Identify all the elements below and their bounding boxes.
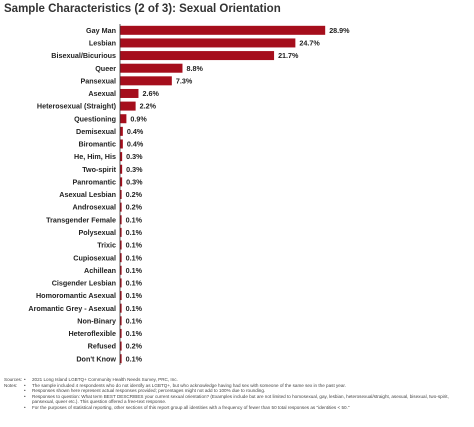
note-item: Responses shown here represent actual re… bbox=[32, 388, 266, 394]
value-label: 0.1% bbox=[126, 241, 143, 250]
category-label: Non-Binary bbox=[77, 316, 116, 325]
value-label: 0.1% bbox=[126, 316, 143, 325]
notes-label: Notes: bbox=[4, 382, 18, 388]
bar bbox=[120, 152, 123, 162]
bar bbox=[120, 240, 122, 250]
value-label: 0.1% bbox=[126, 304, 143, 313]
bar bbox=[120, 202, 122, 212]
value-label: 0.1% bbox=[126, 215, 143, 224]
category-label: Biromantic bbox=[78, 140, 116, 149]
value-label: 0.1% bbox=[126, 228, 143, 237]
bars bbox=[120, 25, 326, 364]
category-label: Queer bbox=[95, 64, 116, 73]
category-label: Cisgender Lesbian bbox=[52, 279, 116, 288]
category-label: Trixic bbox=[97, 241, 116, 250]
bar bbox=[120, 164, 123, 174]
category-label: Heterosexual (Straight) bbox=[37, 102, 117, 111]
bar bbox=[120, 101, 136, 111]
value-label: 0.3% bbox=[126, 165, 143, 174]
bar bbox=[120, 63, 183, 73]
value-label: 0.4% bbox=[127, 140, 144, 149]
chart-title: Sample Characteristics (2 of 3): Sexual … bbox=[4, 3, 281, 15]
bullet: • bbox=[24, 377, 26, 382]
category-label: Refused bbox=[88, 342, 116, 351]
bar bbox=[120, 341, 122, 351]
bar bbox=[120, 76, 172, 86]
value-label: 0.3% bbox=[126, 177, 143, 186]
value-label: 0.2% bbox=[126, 190, 143, 199]
value-label: 7.3% bbox=[176, 76, 193, 85]
bullet: • bbox=[24, 382, 26, 388]
category-label: Heteroflexible bbox=[68, 329, 116, 338]
bar bbox=[120, 328, 122, 338]
bar bbox=[120, 265, 122, 275]
value-label: 24.7% bbox=[299, 39, 320, 48]
bar bbox=[120, 38, 296, 48]
note-item: For the purposes of statistical reportin… bbox=[32, 404, 350, 410]
category-label: Androsexual bbox=[72, 203, 116, 212]
bar-chart: Gay Man Lesbian Bisexual/Bicurious Queer Pan… bbox=[28, 24, 351, 366]
value-label: 0.1% bbox=[126, 266, 143, 275]
bar bbox=[120, 139, 123, 149]
category-label: Achillean bbox=[84, 266, 116, 275]
value-label: 21.7% bbox=[278, 51, 299, 60]
category-label: Gay Man bbox=[86, 26, 116, 35]
bar bbox=[120, 126, 123, 136]
bar bbox=[120, 51, 275, 61]
category-label: Lesbian bbox=[89, 39, 116, 48]
bullet: • bbox=[24, 388, 26, 394]
bar bbox=[120, 114, 127, 124]
category-label: Pansexual bbox=[80, 76, 116, 85]
value-label: 0.9% bbox=[130, 114, 147, 123]
category-label: He, Him, His bbox=[74, 152, 116, 161]
category-label: Demisexual bbox=[76, 127, 116, 136]
bar bbox=[120, 88, 139, 98]
value-label: 0.1% bbox=[126, 279, 143, 288]
bar bbox=[120, 303, 122, 313]
value-label: 0.2% bbox=[126, 203, 143, 212]
value-label: 0.1% bbox=[126, 253, 143, 262]
category-label: Transgender Female bbox=[46, 215, 116, 224]
value-label: 0.2% bbox=[126, 342, 143, 351]
category-label: Don't Know bbox=[76, 354, 116, 363]
category-label: Two-spirit bbox=[82, 165, 116, 174]
value-label: 2.2% bbox=[140, 102, 157, 111]
category-label: Cupiosexual bbox=[73, 253, 116, 262]
bar bbox=[120, 190, 122, 200]
category-label: Questioning bbox=[74, 114, 116, 123]
value-label: 0.1% bbox=[126, 329, 143, 338]
category-label: Homoromantic Asexual bbox=[36, 291, 116, 300]
bullet: • bbox=[24, 393, 26, 399]
bar bbox=[120, 316, 122, 326]
value-label: 0.1% bbox=[126, 354, 143, 363]
value-labels: 28.9% 24.7%21.7% 8.8% 7.3% 2.6% 2.2% 0.9% 0.4% 0… bbox=[126, 26, 351, 363]
category-label: Bisexual/Bicurious bbox=[51, 51, 116, 60]
value-label: 28.9% bbox=[329, 26, 350, 35]
bar bbox=[120, 291, 122, 301]
category-labels: Gay Man Lesbian Bisexual/Bicurious Queer Pan… bbox=[28, 26, 116, 363]
value-label: 0.3% bbox=[126, 152, 143, 161]
value-label: 2.6% bbox=[142, 89, 159, 98]
sources-label: Sources: bbox=[4, 377, 23, 382]
category-label: Panromantic bbox=[72, 177, 116, 186]
category-label: Polysexual bbox=[78, 228, 116, 237]
sources-text: 2021 Long Island LGBTQ+ Community Health… bbox=[32, 377, 178, 382]
value-label: 0.1% bbox=[126, 291, 143, 300]
bar bbox=[120, 215, 122, 225]
note-item: The sample included 4 respondents who do… bbox=[32, 382, 346, 388]
bullet: • bbox=[24, 404, 26, 410]
note-item: Responses to question: What term BEST DE… bbox=[32, 393, 449, 405]
bar bbox=[120, 25, 326, 35]
bar bbox=[120, 253, 122, 263]
category-label: Aromantic Grey - Asexual bbox=[28, 304, 116, 313]
bar bbox=[120, 227, 122, 237]
footnotes: Sources: • 2021 Long Island LGBTQ+ Commu… bbox=[4, 377, 470, 411]
value-label: 8.8% bbox=[186, 64, 203, 73]
category-label: Asexual Lesbian bbox=[59, 190, 116, 199]
bar bbox=[120, 177, 123, 187]
value-label: 0.4% bbox=[127, 127, 144, 136]
bar bbox=[120, 278, 122, 288]
category-label: Asexual bbox=[88, 89, 116, 98]
bar bbox=[120, 354, 122, 364]
